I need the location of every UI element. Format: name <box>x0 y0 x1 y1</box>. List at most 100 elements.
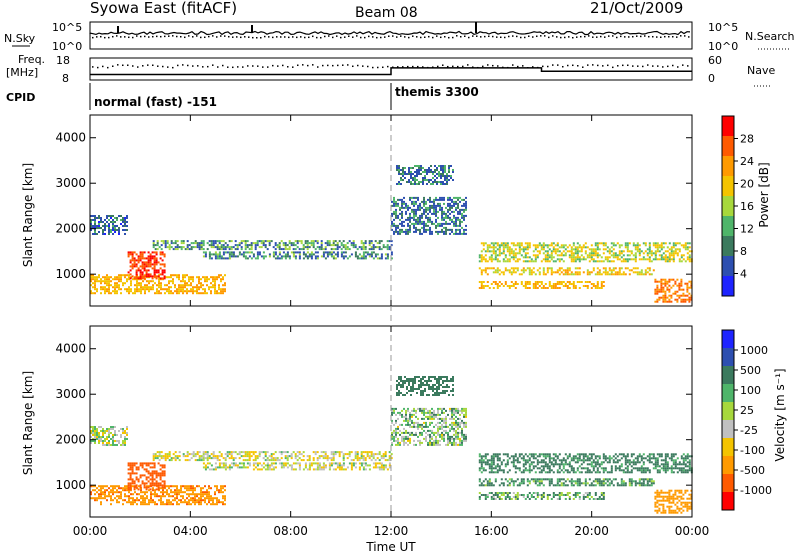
echo-cell <box>632 254 635 257</box>
echo-cell <box>126 217 128 219</box>
nave-dot <box>562 65 564 68</box>
echo-cell <box>441 427 443 430</box>
echo-cell <box>157 269 160 272</box>
echo-cell <box>172 274 174 277</box>
echo-cell <box>92 430 94 432</box>
echo-cell <box>412 167 414 169</box>
echo-cell <box>135 478 138 481</box>
echo-cell <box>98 436 100 438</box>
echo-cell <box>616 273 619 276</box>
echo-cell <box>391 421 393 424</box>
echo-cell <box>302 468 305 471</box>
echo-cell <box>152 487 154 490</box>
echo-cell <box>106 495 108 498</box>
echo-cell <box>674 298 677 301</box>
echo-cell <box>150 491 152 494</box>
echo-cell <box>395 439 397 442</box>
echo-cell <box>290 464 293 467</box>
echo-cell <box>304 253 307 256</box>
echo-cell <box>437 222 439 225</box>
echo-cell <box>684 244 687 247</box>
echo-cell <box>478 459 481 462</box>
echo-cell <box>366 453 369 456</box>
echo-cell <box>492 258 495 261</box>
echo-cell <box>218 257 221 260</box>
y-tick-label: 1000 <box>55 267 86 281</box>
echo-cell <box>540 260 543 263</box>
echo-cell <box>622 273 625 276</box>
echo-cell <box>141 265 144 268</box>
echo-cell <box>426 171 428 173</box>
echo-cell <box>518 467 521 470</box>
echo-cell <box>202 455 205 458</box>
echo-cell <box>344 255 347 258</box>
echo-cell <box>112 444 114 446</box>
echo-cell <box>402 171 404 173</box>
echo-cell <box>430 388 432 390</box>
echo-cell <box>410 175 412 177</box>
echo-cell <box>338 455 341 458</box>
echo-cell <box>322 466 325 469</box>
echo-cell <box>170 276 172 279</box>
echo-cell <box>391 411 393 414</box>
echo-cell <box>131 478 134 481</box>
echo-cell <box>480 467 483 470</box>
echo-cell <box>186 240 189 243</box>
echo-cell <box>284 462 287 465</box>
echo-cell <box>402 384 404 386</box>
nave-dot <box>642 65 644 68</box>
echo-cell <box>160 503 162 506</box>
echo-cell <box>206 451 209 454</box>
echo-cell <box>438 175 440 177</box>
echo-cell <box>574 252 577 255</box>
echo-cell <box>388 451 391 454</box>
echo-cell <box>618 244 621 247</box>
echo-cell <box>120 288 122 291</box>
echo-cell <box>176 457 179 460</box>
echo-cell <box>129 462 132 465</box>
echo-cell <box>530 271 533 274</box>
echo-cell <box>399 429 401 432</box>
echo-cell <box>114 284 116 287</box>
echo-cell <box>498 254 501 257</box>
nsearch-dot <box>292 36 294 38</box>
echo-cell <box>450 177 452 179</box>
echo-cell <box>441 222 443 225</box>
echo-cell <box>159 484 162 487</box>
echo-cell <box>461 429 463 432</box>
nsearch-dot <box>612 35 614 37</box>
echo-band <box>396 376 454 396</box>
echo-cell <box>340 248 343 251</box>
echo-cell <box>444 380 446 382</box>
echo-cell <box>118 485 120 488</box>
echo-cell <box>282 244 285 247</box>
echo-cell <box>393 196 395 199</box>
echo-cell <box>216 455 219 458</box>
nsearch-tick-top: 10^5 <box>708 21 738 34</box>
echo-cell <box>166 493 168 496</box>
echo-cell <box>156 503 158 506</box>
echo-cell <box>149 275 152 278</box>
echo-cell <box>128 499 130 502</box>
echo-cell <box>256 462 259 465</box>
echo-cell <box>234 240 237 243</box>
echo-cell <box>594 248 597 251</box>
echo-cell <box>98 280 100 283</box>
echo-cell <box>622 271 625 274</box>
echo-cell <box>457 423 459 426</box>
echo-cell <box>288 255 291 258</box>
echo-cell <box>439 413 441 416</box>
echo-cell <box>446 175 448 177</box>
echo-cell <box>666 286 669 289</box>
echo-cell <box>574 267 577 270</box>
nave-dot <box>197 65 199 67</box>
echo-cell <box>490 463 493 466</box>
nsearch-dot <box>260 36 262 39</box>
echo-cell <box>606 273 609 276</box>
echo-cell <box>145 476 148 479</box>
nsearch-dot <box>620 35 622 38</box>
echo-cell <box>162 491 164 494</box>
echo-cell <box>143 261 146 264</box>
echo-cell <box>618 271 621 274</box>
echo-cell <box>438 376 440 378</box>
